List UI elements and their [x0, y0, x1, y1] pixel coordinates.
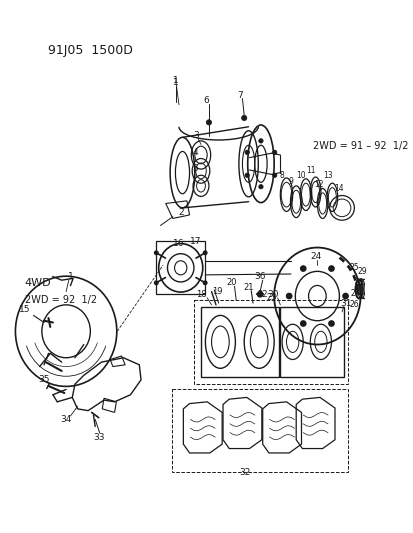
- Text: 15: 15: [19, 305, 31, 314]
- Text: 22: 22: [257, 290, 267, 299]
- Text: 29: 29: [357, 267, 366, 276]
- Text: 25: 25: [349, 263, 358, 272]
- Bar: [193, 301, 347, 384]
- Circle shape: [300, 266, 305, 271]
- Circle shape: [272, 173, 276, 177]
- Text: 6: 6: [203, 96, 209, 105]
- Circle shape: [244, 150, 249, 155]
- Circle shape: [342, 293, 347, 298]
- Text: 11: 11: [306, 166, 315, 175]
- Text: 10: 10: [296, 171, 306, 180]
- Circle shape: [272, 150, 276, 155]
- Text: 2WD = 91 – 92  1/2: 2WD = 91 – 92 1/2: [312, 141, 408, 151]
- Circle shape: [300, 321, 305, 326]
- Text: 32: 32: [239, 468, 250, 477]
- Text: 33: 33: [93, 433, 104, 441]
- Circle shape: [258, 184, 263, 189]
- Circle shape: [244, 173, 249, 177]
- Text: 3: 3: [192, 131, 198, 140]
- Text: 7: 7: [236, 91, 242, 100]
- Circle shape: [154, 281, 158, 285]
- Text: 17: 17: [190, 237, 202, 246]
- Text: 20: 20: [226, 278, 237, 287]
- Text: 21: 21: [243, 282, 253, 292]
- Text: 1: 1: [173, 76, 179, 85]
- Text: 28: 28: [353, 278, 363, 287]
- Text: 8: 8: [279, 171, 284, 180]
- Text: 5: 5: [192, 164, 197, 173]
- Text: 31: 31: [339, 298, 351, 308]
- Text: 36: 36: [254, 272, 265, 281]
- Circle shape: [203, 281, 206, 285]
- Text: 27: 27: [350, 289, 359, 298]
- Text: 1: 1: [173, 78, 179, 87]
- Bar: [200, 306, 278, 377]
- Circle shape: [241, 115, 246, 120]
- Text: 13: 13: [323, 171, 332, 180]
- Text: 2: 2: [178, 208, 183, 217]
- Circle shape: [286, 293, 291, 298]
- Text: 24: 24: [309, 252, 320, 261]
- Text: 19: 19: [211, 287, 222, 296]
- Bar: [171, 389, 347, 472]
- Text: 14: 14: [333, 184, 342, 193]
- Bar: [156, 241, 205, 294]
- Text: 4: 4: [192, 148, 197, 157]
- Circle shape: [206, 120, 211, 125]
- Text: 4WD: 4WD: [25, 278, 51, 288]
- Bar: [280, 306, 343, 377]
- Circle shape: [154, 251, 158, 255]
- Text: 26: 26: [349, 301, 358, 309]
- Text: 35: 35: [38, 375, 50, 384]
- Text: 30: 30: [267, 290, 278, 299]
- Text: 18: 18: [195, 290, 206, 299]
- Circle shape: [258, 139, 263, 143]
- Text: 91J05  1500D: 91J05 1500D: [48, 44, 133, 57]
- Text: 23: 23: [266, 293, 276, 302]
- Text: 34: 34: [60, 415, 71, 424]
- Text: 2WD = 92  1/2: 2WD = 92 1/2: [25, 295, 97, 305]
- Text: 1: 1: [67, 272, 73, 281]
- Text: 9: 9: [288, 177, 293, 186]
- Circle shape: [257, 292, 262, 297]
- Text: 12: 12: [313, 181, 323, 189]
- Circle shape: [328, 266, 333, 271]
- Text: 16: 16: [172, 239, 184, 248]
- Circle shape: [328, 321, 333, 326]
- Circle shape: [203, 251, 206, 255]
